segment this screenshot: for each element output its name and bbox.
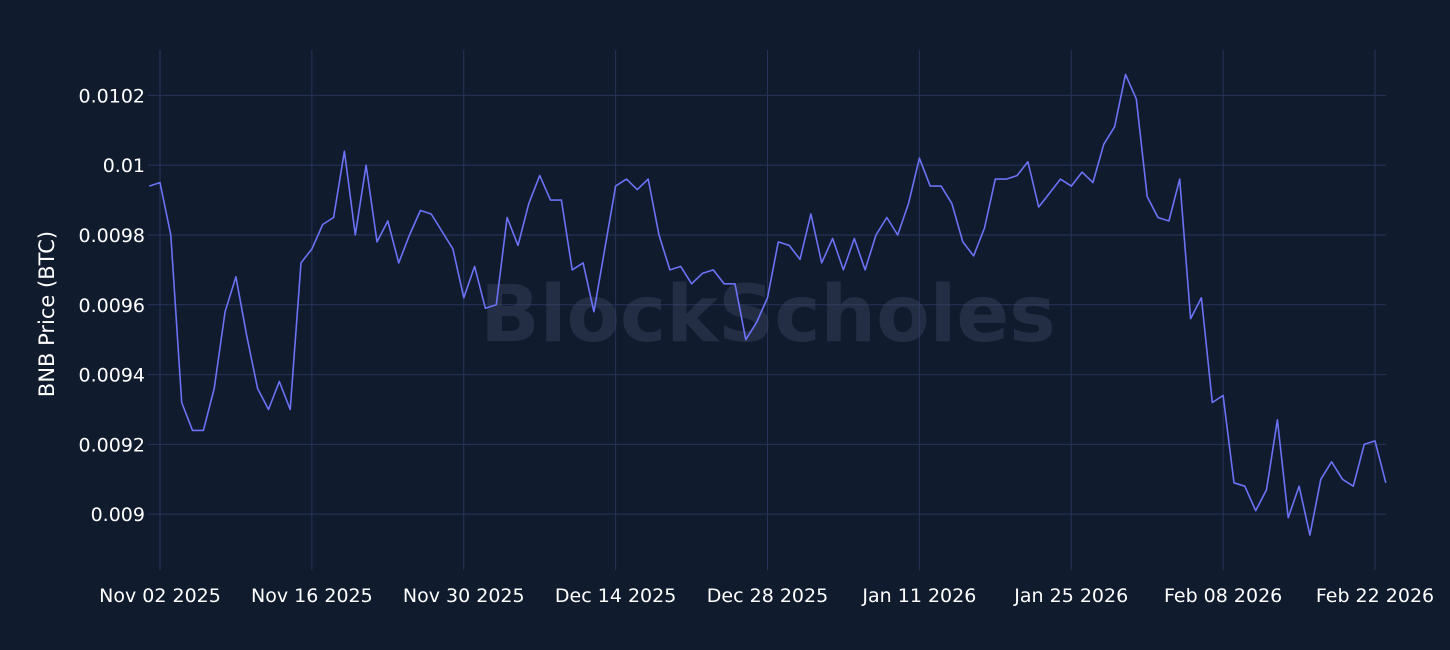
y-tick-label: 0.0098 — [79, 225, 145, 247]
x-tick-labels: Nov 02 2025 Nov 16 2025 Nov 30 2025 Dec 14 … — [99, 585, 1434, 607]
y-tick-label: 0.009 — [91, 504, 145, 526]
y-tick-label: 0.0096 — [79, 295, 145, 317]
x-tick-label: Nov 16 2025 — [251, 585, 373, 607]
x-tick-label: Nov 02 2025 — [99, 585, 221, 607]
y-tick-labels: 0.009 0.0092 0.0094 0.0096 0.0098 0.01 0.0102 — [79, 85, 145, 526]
series-line — [148, 73, 1387, 536]
series-layer — [148, 73, 1387, 536]
y-axis-title: BNB Price (BTC) — [35, 231, 59, 397]
x-tick-label: Nov 30 2025 — [403, 585, 525, 607]
x-tick-label: Jan 25 2026 — [1013, 585, 1128, 607]
x-tick-label: Jan 11 2026 — [861, 585, 976, 607]
y-tick-label: 0.0092 — [79, 434, 145, 456]
y-tick-label: 0.0102 — [79, 85, 145, 107]
y-tick-label: 0.0094 — [79, 365, 145, 387]
x-tick-label: Feb 22 2026 — [1316, 585, 1434, 607]
x-tick-label: Dec 28 2025 — [707, 585, 828, 607]
x-tick-label: Dec 14 2025 — [555, 585, 676, 607]
watermark: BlockScholes — [480, 270, 1055, 360]
y-tick-label: 0.01 — [103, 155, 145, 177]
x-gridlines — [159, 50, 1376, 570]
x-tick-label: Feb 08 2026 — [1164, 585, 1282, 607]
